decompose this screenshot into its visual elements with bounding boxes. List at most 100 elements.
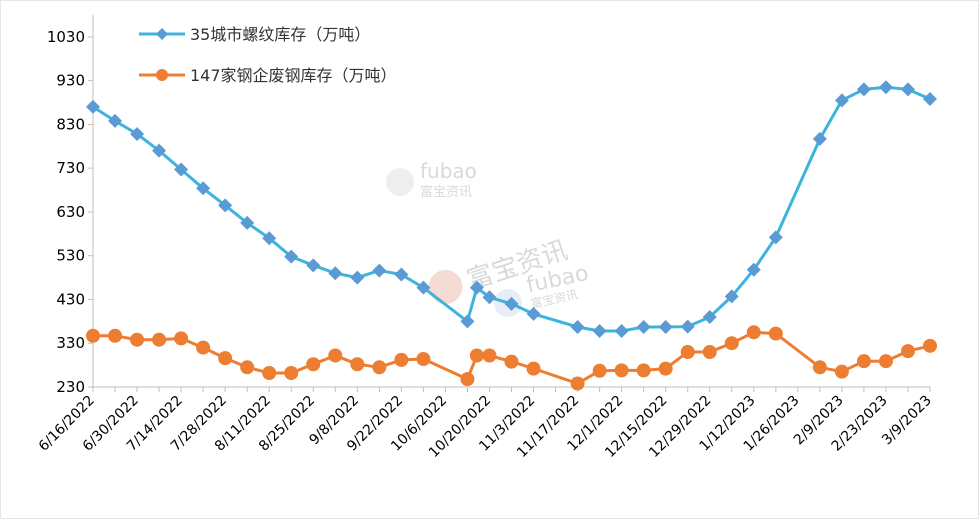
series-1-point [504,296,519,311]
series-1-point [482,290,497,305]
series-1-point [108,113,123,128]
series-1-point [834,93,849,108]
series-1-point [636,320,651,335]
series-1-point [262,231,277,246]
series-1-point [86,99,100,114]
series-1-point [592,323,607,338]
series-2-point [504,354,519,369]
series-1-point [372,263,387,278]
series-1-point [812,131,827,146]
y-tick-label: 330 [56,334,85,352]
series-1-point [614,323,629,338]
series-2-point [680,344,695,359]
legend-label: 147家钢企废钢库存（万吨） [190,66,397,85]
series-2-point [856,354,871,369]
series-2-point [460,372,475,387]
watermark-logo-icon [428,269,463,304]
legend-item-1: 35城市螺纹库存（万吨） [139,25,370,44]
series-2-point [306,357,321,372]
series-2-point [86,328,100,343]
series-2-point [614,363,629,378]
series-2-point [262,365,277,380]
series-1-point [196,181,211,196]
series-2-point [240,360,255,375]
series-2-point [416,351,431,366]
watermark-logo-icon [386,168,414,196]
series-2-point [350,357,365,372]
series-1-point [900,82,915,97]
series-2-point [702,344,717,359]
series-1-point [306,258,321,273]
legend-swatch-marker [156,28,168,40]
series-1-point [328,266,343,281]
series-1-point [768,230,783,245]
series-2-point [812,360,827,375]
series-2-point [900,344,915,359]
series-2-point [174,331,189,346]
series-2-point [636,363,651,378]
legend: 35城市螺纹库存（万吨） 147家钢企废钢库存（万吨） [139,25,397,85]
series-1-point [416,280,431,295]
y-tick-label: 930 [56,72,85,90]
series-2-point [724,336,739,351]
series-1-point [526,306,541,321]
watermark-mark-1: fubao 富宝资讯 [386,159,477,200]
series-1-point [658,320,673,335]
series-1-point [923,92,937,107]
series-2-point [152,332,167,347]
y-tick-label: 530 [56,247,85,265]
series-1-point [240,215,255,230]
legend-label: 35城市螺纹库存（万吨） [190,25,370,44]
watermark-brand-cn: 富宝资讯 [420,184,472,200]
series-1-point [350,270,365,285]
series-2-point [372,360,387,375]
legend-item-2: 147家钢企废钢库存（万吨） [139,66,397,85]
series-layer [86,80,937,391]
series-2-point [482,348,497,363]
series-1-point [130,127,145,142]
series-2-point [196,340,211,355]
y-tick-label: 1030 [47,28,85,46]
y-tick-label: 230 [56,378,85,396]
series-1-point [680,319,695,334]
series-2 [86,325,937,391]
series-2-point [130,332,145,347]
watermark-brand-latin: fubao [420,159,477,183]
series-1-point [702,309,717,324]
y-tick-label: 730 [56,159,85,177]
series-2-point [834,364,849,379]
series-1-point [218,198,233,213]
y-tick-label: 830 [56,115,85,133]
y-tick-label: 430 [56,290,85,308]
legend-swatch-marker [156,69,168,81]
series-1 [86,80,937,338]
series-2-point [923,338,937,353]
series-2-point [878,354,893,369]
series-1-point [856,82,871,97]
series-2-point [768,326,783,341]
series-2-point [570,376,585,391]
series-2-point [658,361,673,376]
series-2-point [526,361,541,376]
series-1-point [878,80,893,95]
series-2-point [284,365,299,380]
series-2-point [592,363,607,378]
series-1-point [570,320,585,335]
series-1-point [724,289,739,304]
series-2-point [469,348,484,363]
series-1-point [284,249,299,264]
series-1-point [469,280,484,295]
series-2-point [108,328,123,343]
series-2-point [746,325,761,340]
series-1-point [460,314,475,329]
series-1-point [394,267,409,282]
y-tick-label: 630 [56,203,85,221]
series-1-point [152,143,167,158]
series-1-point [174,162,189,177]
series-2-point [218,351,233,366]
series-1-point [746,262,761,277]
series-2-point [328,348,343,363]
series-2-point [394,352,409,367]
